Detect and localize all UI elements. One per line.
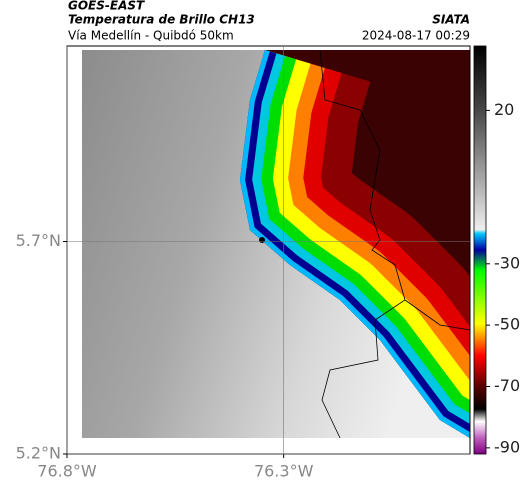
timestamp: 2024-08-17 00:29 — [362, 29, 470, 43]
y-tick-label: 5.2°N — [16, 444, 61, 463]
y-tick-label: 5.7°N — [16, 231, 61, 250]
colorbar-tick-label: -70 — [494, 376, 520, 395]
route: Vía Medellín - Quibdó 50km — [68, 29, 234, 43]
colorbar-tick-label: -90 — [494, 437, 520, 456]
colorbar-tick-label: -30 — [494, 253, 520, 272]
source: GOES-EAST — [68, 0, 145, 13]
product: Temperatura de Brillo CH13 — [68, 13, 255, 27]
header: GOES-EAST Temperatura de Brillo CH13 Vía… — [68, 0, 470, 43]
imagery-cold — [240, 50, 470, 438]
agency: SIATA — [432, 13, 470, 27]
x-tick-label: 76.3°W — [254, 462, 314, 481]
colorbar — [473, 45, 487, 455]
colorbar-tick-label: 20 — [494, 100, 514, 119]
borders — [319, 49, 471, 439]
colorbar-tick-label: -50 — [494, 315, 520, 334]
x-tick-label: 76.8°W — [37, 462, 97, 481]
city-marker — [259, 237, 265, 243]
